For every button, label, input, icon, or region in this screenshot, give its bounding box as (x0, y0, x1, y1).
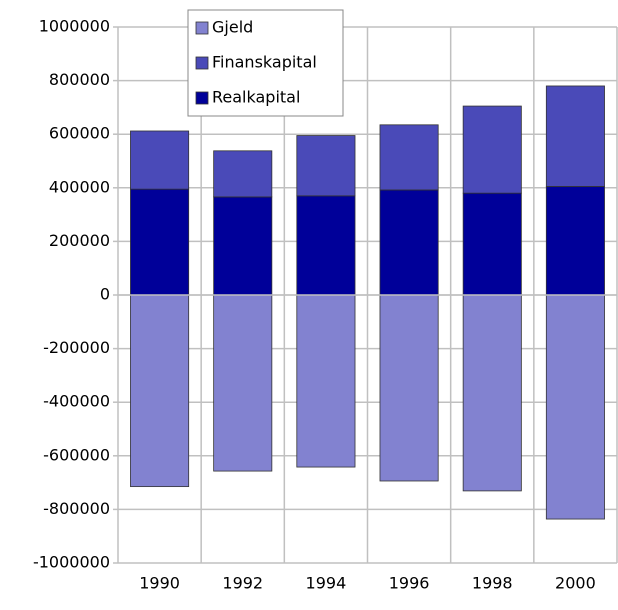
y-tick-label: 200000 (49, 231, 110, 250)
bar (296, 195, 356, 296)
y-tick-label: 0 (100, 285, 110, 304)
bar (545, 294, 605, 520)
y-tick-label: -800000 (43, 499, 110, 518)
y-tick-label: -200000 (43, 338, 110, 357)
bar (379, 189, 439, 296)
x-tick-label: 1994 (306, 574, 347, 593)
bar (296, 135, 356, 197)
bar (213, 150, 273, 198)
bar (545, 85, 605, 187)
y-tick-label: -600000 (43, 445, 110, 464)
legend-label: Realkapital (212, 88, 300, 107)
bar (130, 130, 190, 190)
bar (545, 186, 605, 296)
bar (462, 294, 522, 492)
legend-box (187, 9, 344, 117)
bar (379, 294, 439, 482)
y-tick-label: 1000000 (39, 17, 110, 36)
y-tick-label: -1000000 (33, 553, 110, 572)
bar (130, 188, 190, 296)
bar (296, 294, 356, 468)
bar (379, 124, 439, 191)
legend-label: Finanskapital (212, 53, 317, 72)
x-tick-label: 1992 (222, 574, 263, 593)
bar (462, 192, 522, 296)
legend-swatch (195, 56, 209, 70)
x-tick-label: 2000 (555, 574, 596, 593)
bar (130, 294, 190, 488)
bar (462, 105, 522, 194)
y-tick-label: -400000 (43, 392, 110, 411)
y-tick-label: 600000 (49, 124, 110, 143)
legend-swatch (195, 21, 209, 35)
bar (213, 294, 273, 472)
x-tick-label: 1990 (139, 574, 180, 593)
y-tick-label: 400000 (49, 177, 110, 196)
legend-label: Gjeld (212, 18, 253, 37)
legend-swatch (195, 91, 209, 105)
bar (213, 196, 273, 296)
x-tick-label: 1996 (389, 574, 430, 593)
x-tick-label: 1998 (472, 574, 513, 593)
y-tick-label: 800000 (49, 70, 110, 89)
